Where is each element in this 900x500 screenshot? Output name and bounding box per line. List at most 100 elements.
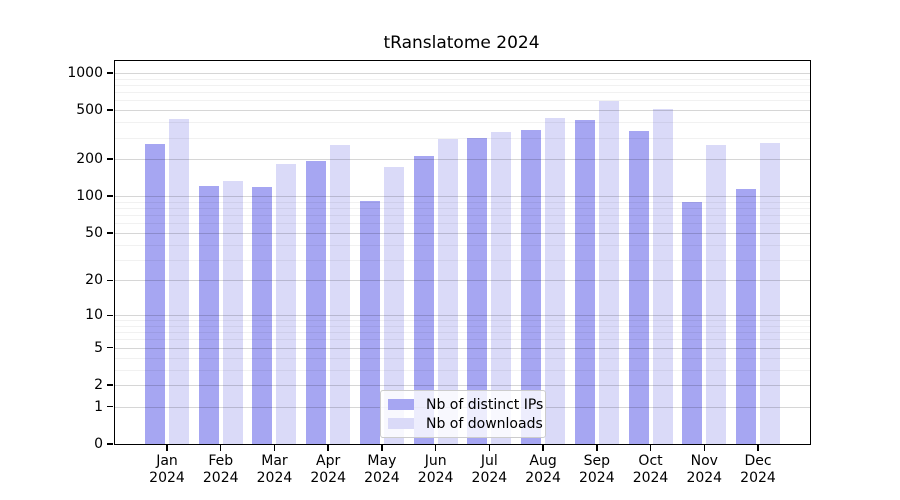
- x-axis-tick: [488, 444, 491, 451]
- bar-ips-apr: [306, 160, 327, 444]
- x-axis-tick-label: Mar 2024: [246, 453, 302, 486]
- x-axis-tick: [220, 444, 222, 451]
- y-axis-tick: [107, 109, 113, 111]
- gridline-minor: [115, 137, 810, 139]
- x-axis-tick: [757, 444, 759, 451]
- gridline-major: [115, 347, 810, 349]
- chart-title: tRanslatome 2024: [383, 33, 540, 53]
- year-label: 2024: [149, 469, 185, 486]
- gridline-major: [115, 385, 810, 386]
- x-axis-tick-label: Apr 2024: [300, 453, 356, 486]
- gridline-minor: [115, 320, 810, 322]
- gridline-major: [115, 159, 810, 161]
- bar-ips-aug: [521, 129, 542, 444]
- gridline-major: [115, 196, 810, 198]
- bar-downloads-aug: [545, 118, 566, 444]
- bar-downloads-may: [383, 167, 404, 444]
- year-label: 2024: [686, 469, 723, 486]
- gridline-minor: [115, 332, 810, 334]
- legend-item-distinct-ips: Nb of distinct IPs: [388, 397, 543, 413]
- bar-ips-dec: [736, 188, 756, 444]
- bar-downloads-mar: [276, 164, 297, 444]
- month-label: Feb: [208, 453, 234, 469]
- gridline-minor: [115, 357, 810, 359]
- gridline-major: [115, 72, 810, 74]
- month-label: Apr: [316, 453, 341, 469]
- bar-downloads-feb: [222, 180, 243, 444]
- legend-item-downloads: Nb of downloads: [388, 416, 543, 432]
- month-label: Nov: [690, 453, 718, 469]
- y-axis-tick-label: 5: [94, 339, 103, 356]
- y-axis-tick-label: 200: [76, 151, 103, 168]
- x-axis-tick-label: Jan 2024: [139, 453, 195, 486]
- bar-ips-nov: [682, 202, 703, 444]
- y-axis-tick-label: 20: [85, 272, 103, 289]
- gridline-minor: [115, 244, 810, 246]
- gridline-minor: [115, 100, 810, 102]
- y-axis-tick: [107, 195, 113, 197]
- x-axis-tick: [596, 444, 598, 451]
- gridline-minor: [115, 339, 810, 341]
- gridline-minor: [115, 326, 810, 327]
- month-label: Jan: [156, 453, 178, 469]
- x-axis-tick: [434, 444, 437, 451]
- y-axis-tick: [107, 406, 113, 408]
- bar-ips-feb: [198, 186, 219, 444]
- year-label: 2024: [471, 469, 508, 486]
- gridline-minor: [115, 92, 810, 94]
- year-label: 2024: [256, 469, 293, 486]
- gridline-minor: [115, 208, 810, 209]
- gridline-minor: [115, 215, 810, 217]
- month-label: Oct: [638, 453, 663, 469]
- month-label: Sep: [583, 453, 610, 469]
- y-axis-tick-label: 50: [85, 224, 103, 241]
- y-axis-tick: [107, 443, 113, 445]
- gridline-minor: [115, 122, 810, 124]
- y-axis-tick: [107, 347, 113, 349]
- y-axis-tick: [107, 279, 113, 282]
- year-label: 2024: [364, 469, 400, 486]
- x-axis-tick: [542, 444, 544, 451]
- x-axis-tick: [703, 444, 705, 451]
- year-label: 2024: [417, 469, 454, 486]
- gridline-minor: [115, 78, 810, 80]
- legend: Nb of distinct IPs Nb of downloads: [380, 390, 546, 438]
- month-label: May: [367, 453, 397, 469]
- y-axis-tick: [107, 158, 113, 160]
- y-axis-tick-label: 0: [94, 436, 103, 452]
- gridline-major: [115, 232, 810, 234]
- x-axis-tick: [327, 444, 329, 451]
- gridline-minor: [115, 84, 810, 86]
- bar-downloads-jan: [169, 118, 189, 444]
- month-label: Dec: [744, 453, 772, 469]
- bar-downloads-apr: [330, 145, 351, 444]
- bar-ips-jun: [413, 155, 434, 444]
- bar-downloads-sep: [598, 100, 619, 444]
- bar-downloads-nov: [706, 145, 727, 444]
- x-axis-tick: [273, 444, 276, 451]
- bar-ips-sep: [574, 120, 595, 444]
- gridline-major: [115, 280, 810, 282]
- y-axis-tick-label: 2: [94, 377, 103, 393]
- plot-area: 0 1 2 5 10 20 50 100 200 500 1000 Jan 2024 Feb 2024 Mar…: [67, 60, 811, 486]
- bar-ips-may: [359, 200, 380, 444]
- legend-label-downloads: Nb of downloads: [426, 415, 543, 432]
- year-label: 2024: [310, 469, 346, 486]
- y-axis-tick: [107, 314, 113, 316]
- month-label: Jul: [480, 453, 498, 469]
- gridline-minor: [115, 369, 810, 371]
- legend-swatch-downloads: [388, 418, 414, 429]
- year-label: 2024: [525, 469, 561, 486]
- x-axis-tick: [166, 444, 168, 451]
- y-axis-tick-label: 1000: [67, 64, 103, 81]
- bar-downloads-jun: [437, 139, 458, 444]
- month-label: Jun: [424, 453, 447, 469]
- month-label: Aug: [529, 453, 557, 469]
- x-axis-tick-label: Aug 2024: [515, 453, 571, 486]
- x-axis-tick-label: Nov 2024: [676, 453, 732, 486]
- y-axis-tick-label: 500: [76, 102, 103, 119]
- legend-swatch-distinct-ips: [388, 399, 414, 410]
- year-label: 2024: [578, 469, 615, 486]
- x-axis-tick-label: Dec 2024: [730, 453, 786, 486]
- bar-downloads-dec: [760, 142, 780, 444]
